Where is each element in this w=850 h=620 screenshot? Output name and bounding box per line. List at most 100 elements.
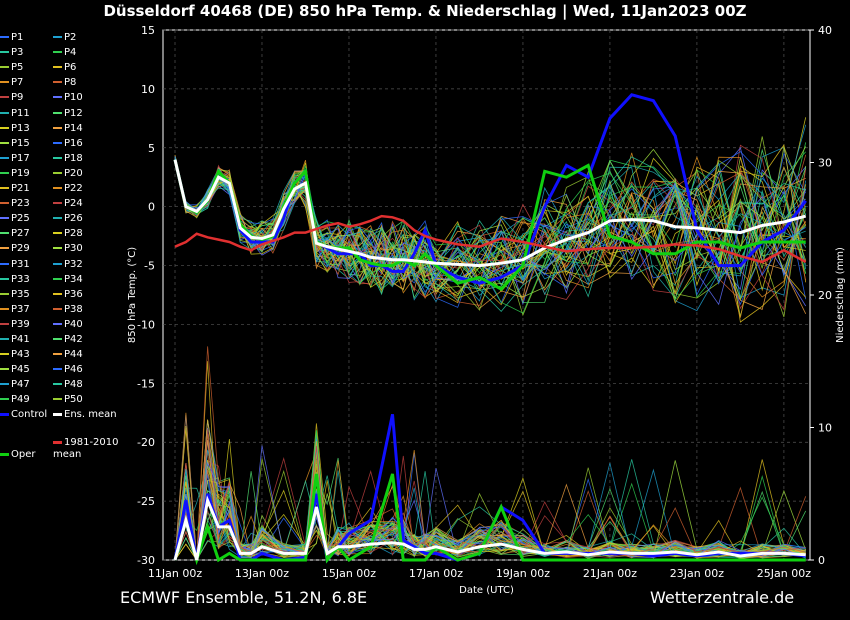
precip-line-oper [173,473,806,566]
legend-item-member: P13 [0,123,30,135]
legend-label: P21 [11,183,30,194]
legend-label: P17 [11,152,30,164]
x-tick-label: 11Jan 00z [148,567,202,580]
legend-label: P30 [64,243,83,255]
legend-item-member: P40 [53,319,83,331]
legend-swatch [53,202,62,205]
legend-label: P12 [64,107,83,119]
legend-item-member: P46 [53,364,83,376]
legend-label: P7 [11,77,24,89]
x-tick-label: 17Jan 00z [409,567,463,580]
legend-item-member: P50 [53,394,83,406]
legend-swatch [0,232,9,235]
legend-swatch [0,171,9,174]
legend-item-member: P32 [53,259,83,271]
temp-line-control [173,93,807,285]
x-tick-label: 21Jan 00z [583,567,637,580]
legend-item-member: P11 [0,108,30,120]
legend-swatch [53,51,62,54]
legend-swatch [0,322,9,325]
legend-item-member: P35 [0,289,30,301]
legend-label: P48 [64,379,83,391]
legend-label: P14 [64,122,83,134]
legend-label: P33 [11,273,30,285]
legend-swatch [53,353,62,356]
legend-item-climate: 1981-2010 mean [53,437,128,461]
legend-item-member: P33 [0,274,30,286]
legend-item-member: P22 [53,183,83,195]
y-left-tick-label: -25 [137,495,155,508]
y-left-tick-label: -20 [137,436,155,449]
legend-label: P50 [64,394,83,406]
legend-label: Control [11,409,48,420]
legend-label: P44 [64,349,83,361]
legend-item-member: P14 [53,123,83,135]
legend-item-member: P8 [53,77,76,89]
legend-item-member: P19 [0,168,30,180]
legend-label: P19 [11,167,30,179]
legend-item-member: P25 [0,213,30,225]
y-right-axis-label: Niederschlag (mm) [835,247,846,343]
legend-item-member: P45 [0,364,30,376]
legend-item-control: Control [0,409,47,421]
legend-item-member: P7 [0,77,23,89]
legend-label: P24 [64,198,83,210]
legend-swatch [0,187,9,189]
legend-swatch [53,171,62,174]
legend-label: P2 [64,32,77,43]
legend-swatch [0,262,9,265]
y-left-tick-label: 5 [148,142,155,155]
legend-label: P4 [64,47,77,59]
legend-item-member: P36 [53,289,83,301]
legend-swatch [53,247,62,250]
legend-label: P42 [64,334,83,345]
legend-swatch [0,338,9,340]
x-tick-label: 15Jan 00z [322,567,376,580]
legend-swatch [53,277,62,280]
legend-label: P16 [64,137,83,149]
legend-swatch [0,353,9,356]
legend-item-member: P41 [0,334,30,346]
legend-label: P13 [11,122,30,134]
legend-label: P26 [64,213,83,225]
footer-source: ECMWF Ensemble, 51.2N, 6.8E [120,588,368,607]
legend-item-member: P34 [53,274,83,286]
legend-swatch [0,156,9,159]
legend-label: P5 [11,62,24,74]
y-right-tick-label: 0 [818,554,825,567]
legend-label: P31 [11,258,30,270]
x-tick-label: 25Jan 00z [757,567,811,580]
temp-member-line [174,156,807,302]
legend-label: P3 [11,47,24,59]
legend-swatch [0,51,9,54]
legend-item-member: P2 [53,32,76,44]
legend-item-member: P42 [53,334,83,346]
chart-title: Düsseldorf 40468 (DE) 850 hPa Temp. & Ni… [103,2,747,20]
legend-label: P47 [11,379,30,391]
legend-swatch [53,217,62,220]
legend-swatch [0,247,9,250]
legend-item-member: P21 [0,183,30,195]
legend-item-member: P12 [53,108,83,120]
legend-swatch [53,187,62,189]
legend-item-member: P28 [53,228,83,240]
precip-line-ens-mean [173,495,806,561]
legend-label: P41 [11,334,30,345]
legend-item-member: P26 [53,213,83,225]
legend-item-oper: Oper [0,449,35,461]
legend-label: P18 [64,152,83,164]
legend-item-member: P23 [0,198,30,210]
legend-swatch [0,141,9,144]
legend-label: P29 [11,243,30,255]
legend-swatch [53,96,62,99]
legend-swatch [0,96,9,99]
legend-label: P10 [64,92,83,104]
footer-site: Wetterzentrale.de [650,588,795,607]
legend-label: P28 [64,228,83,240]
precip-member-line [174,461,806,561]
legend-item-member: P17 [0,153,30,165]
legend-item-member: P30 [53,243,83,255]
legend-swatch [0,307,9,310]
legend-item-member: P47 [0,379,30,391]
